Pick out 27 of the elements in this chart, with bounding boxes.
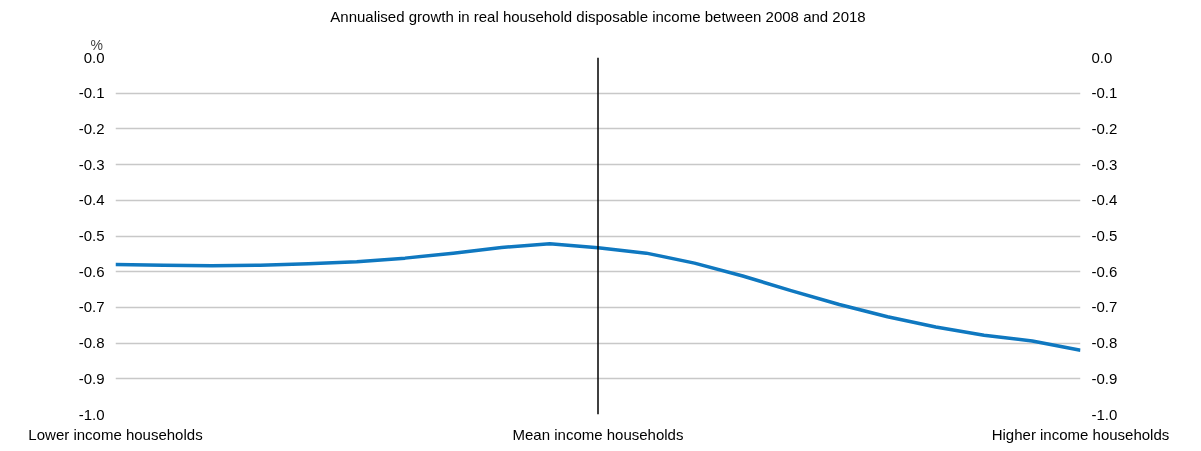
y2-tick-label: -0.9 <box>1091 369 1118 387</box>
y-tick-label: -0.4 <box>78 191 105 209</box>
y2-tick-label: -0.2 <box>1091 119 1118 137</box>
y2-tick-label: -0.4 <box>1091 191 1118 209</box>
y-tick-label: -0.8 <box>78 334 105 352</box>
x-tick-label: Lower income households <box>28 425 203 443</box>
y-tick-label: -0.7 <box>78 298 105 316</box>
y-axis-title: % <box>90 36 103 53</box>
y-tick-label: -0.3 <box>78 155 105 173</box>
y2-tick-label: -0.1 <box>1091 84 1118 102</box>
chart-title: Annualised growth in real household disposable income between 2008 and 2018 <box>330 7 866 25</box>
y2-tick-label: -1.0 <box>1091 405 1118 423</box>
y-tick-label: -0.2 <box>78 119 105 137</box>
y2-tick-label: 0.0 <box>1091 48 1113 66</box>
y2-tick-label: -0.3 <box>1091 155 1118 173</box>
y-tick-label: -0.5 <box>78 227 105 244</box>
y2-tick-label: -0.5 <box>1091 227 1118 244</box>
y-tick-label: -0.1 <box>78 84 105 102</box>
y-tick-label: -0.6 <box>78 262 105 280</box>
x-tick-label: Mean income households <box>512 425 684 443</box>
y2-tick-label: -0.6 <box>1091 262 1118 280</box>
y-tick-label: -0.9 <box>78 369 105 387</box>
y-tick-label: -1.0 <box>78 405 105 423</box>
y2-tick-label: -0.8 <box>1091 334 1118 352</box>
y2-tick-label: -0.7 <box>1091 298 1118 316</box>
x-tick-label: Higher income households <box>991 425 1170 443</box>
line-series <box>115 242 1081 352</box>
